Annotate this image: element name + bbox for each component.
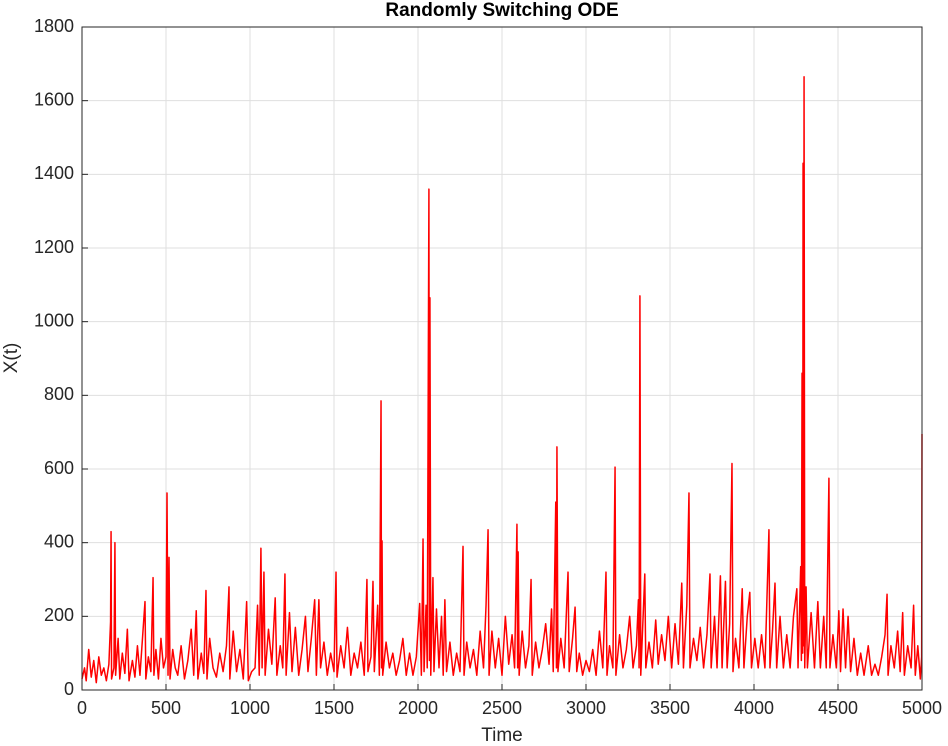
y-tick-label: 1600 — [34, 89, 74, 109]
y-tick-label: 1200 — [34, 237, 74, 257]
tick-labels: 0 200 400 600 800 1000 1200 1400 1600 1800 0 500 100… — [34, 16, 942, 718]
y-tick-label: 800 — [44, 384, 74, 404]
data-line — [81, 75, 923, 684]
x-tick-label: 500 — [151, 698, 181, 718]
y-tick-label: 200 — [44, 605, 74, 625]
y-tick-label: 1800 — [34, 16, 74, 36]
y-tick-label: 1400 — [34, 163, 74, 183]
y-tick-label: 600 — [44, 458, 74, 478]
plot-area — [81, 75, 923, 684]
x-tick-label: 4500 — [818, 698, 858, 718]
y-tick-label: 0 — [64, 679, 74, 699]
x-axis-label: Time — [481, 725, 523, 746]
y-tick-label: 400 — [44, 531, 74, 551]
x-tick-label: 3000 — [566, 698, 606, 718]
chart-title: Randomly Switching ODE — [385, 0, 618, 21]
x-tick-label: 5000 — [902, 698, 942, 718]
x-tick-label: 2500 — [482, 698, 522, 718]
y-axis-label: X(t) — [1, 343, 22, 374]
x-tick-label: 2000 — [398, 698, 438, 718]
x-tick-label: 1500 — [314, 698, 354, 718]
x-tick-label: 3500 — [650, 698, 690, 718]
x-tick-label: 0 — [77, 698, 87, 718]
x-tick-label: 1000 — [230, 698, 270, 718]
y-tick-label: 1000 — [34, 310, 74, 330]
x-tick-label: 4000 — [734, 698, 774, 718]
